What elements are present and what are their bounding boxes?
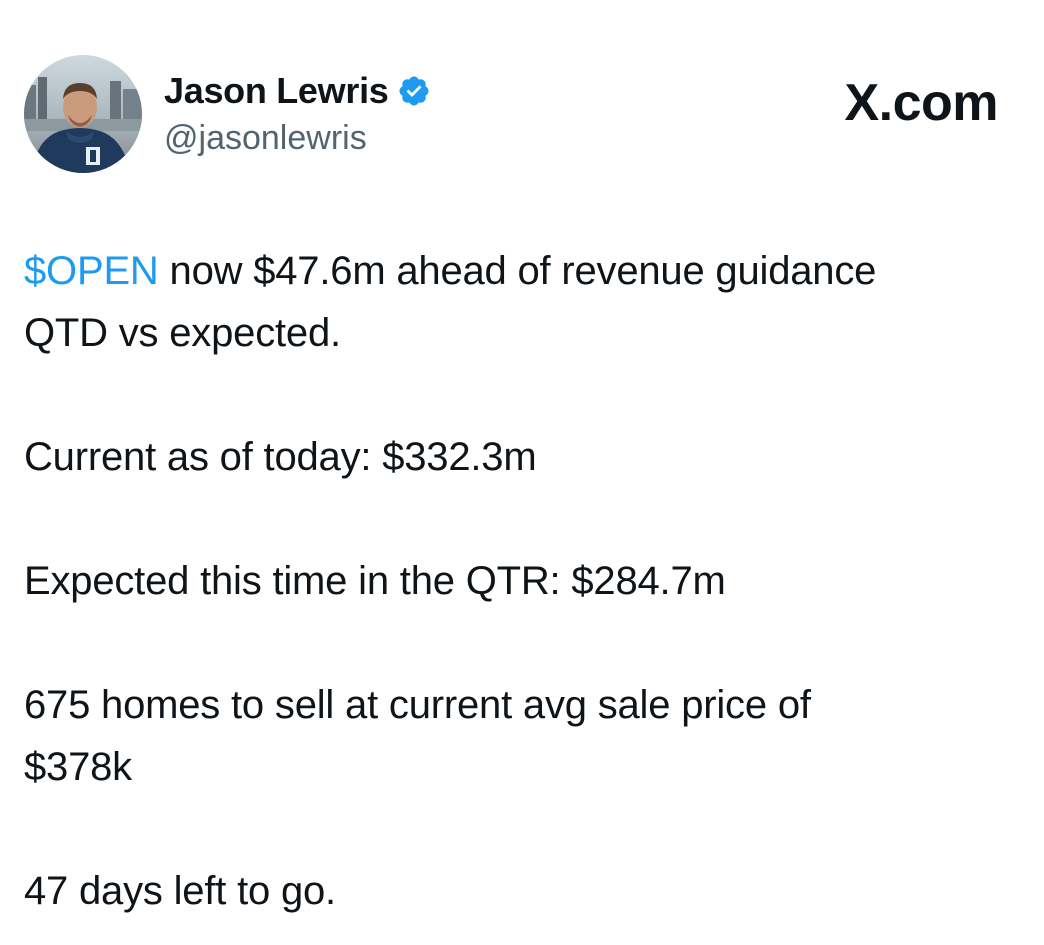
author-display-name[interactable]: Jason Lewris	[164, 70, 389, 111]
avatar-image	[24, 55, 142, 173]
tweet-line-2: QTD vs expected.	[24, 311, 341, 355]
author-handle[interactable]: @jasonlewris	[164, 119, 367, 157]
cashtag-link[interactable]: $OPEN	[24, 249, 159, 293]
tweet-header: Jason Lewris @jasonlewris X.com	[24, 55, 1004, 175]
paragraph-spacer	[24, 798, 1024, 860]
tweet-homes-line-1: 675 homes to sell at current avg sale pr…	[24, 683, 811, 727]
tweet-line-1-text: now $47.6m ahead of revenue guidance	[158, 249, 877, 293]
tweet-text: $OPEN now $47.6m ahead of revenue guidan…	[24, 240, 1024, 922]
author-info: Jason Lewris @jasonlewris	[164, 69, 431, 158]
paragraph-spacer	[24, 488, 1024, 550]
tweet-days-left-line: 47 days left to go.	[24, 869, 336, 913]
avatar[interactable]	[24, 55, 142, 173]
x-brand-logo: X.com	[844, 74, 998, 132]
paragraph-spacer	[24, 364, 1024, 426]
tweet-expected-line: Expected this time in the QTR: $284.7m	[24, 559, 726, 603]
name-row: Jason Lewris	[164, 69, 431, 113]
verified-badge-icon	[397, 74, 431, 108]
paragraph-spacer	[24, 612, 1024, 674]
tweet-paragraph-1: $OPEN now $47.6m ahead of revenue guidan…	[24, 240, 1024, 302]
tweet-current-line: Current as of today: $332.3m	[24, 435, 537, 479]
tweet-homes-line-2: $378k	[24, 745, 132, 789]
